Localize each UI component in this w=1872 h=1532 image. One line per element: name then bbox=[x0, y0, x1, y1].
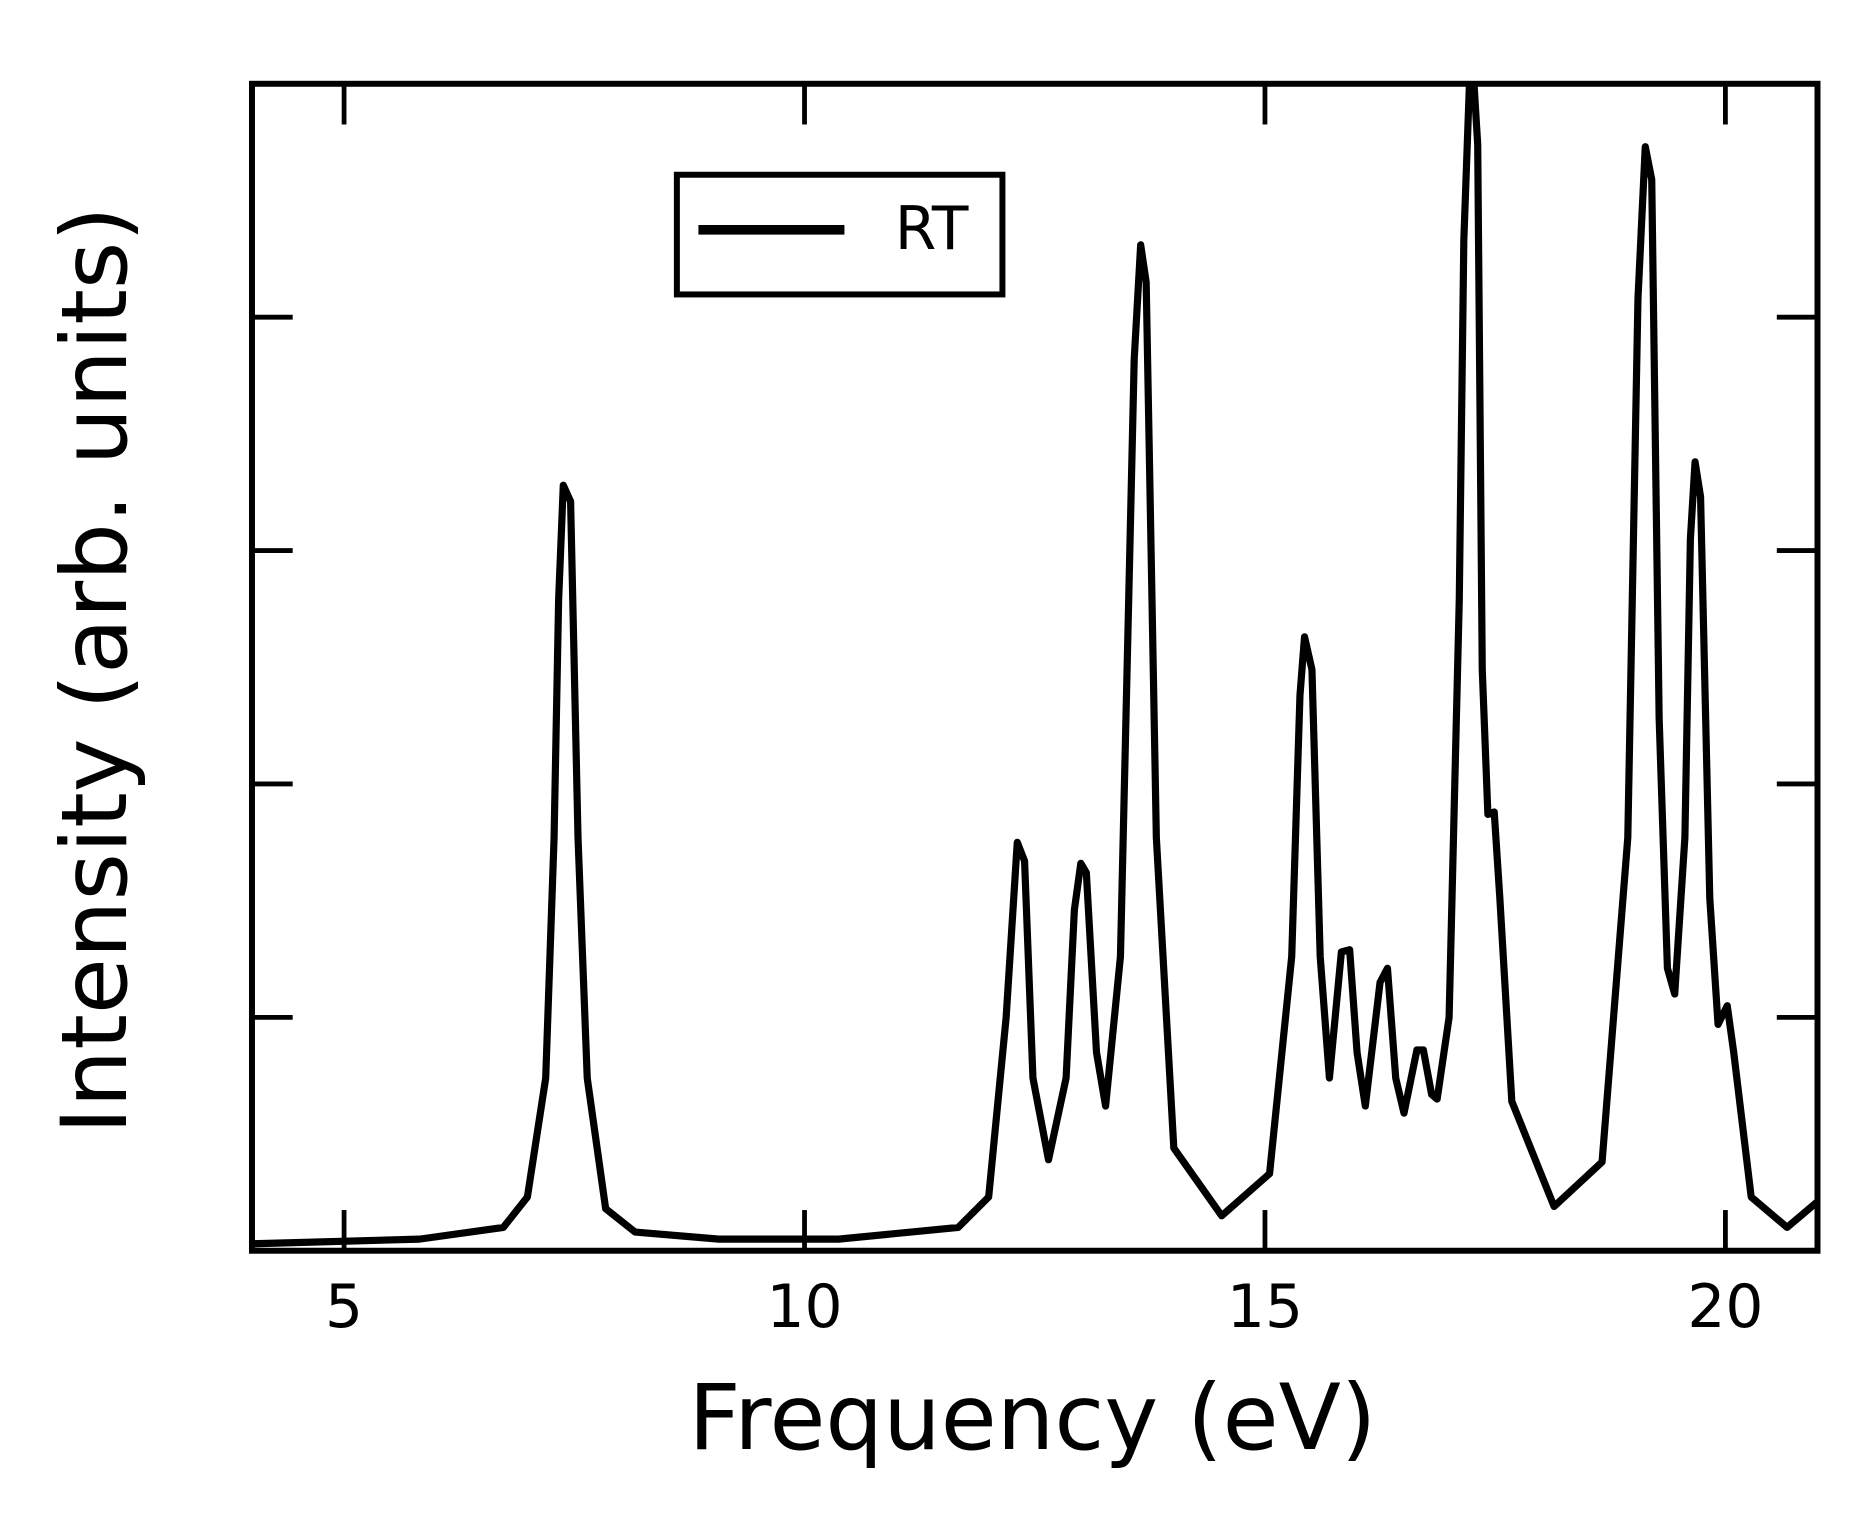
x-axis-label: Frequency (eV) bbox=[688, 1366, 1376, 1471]
x-tick-label: 20 bbox=[1687, 1272, 1763, 1342]
x-tick-label: 5 bbox=[325, 1272, 363, 1342]
plot-area bbox=[251, 83, 1818, 1248]
legend: RT bbox=[673, 171, 1006, 298]
y-axis-label: Intensity (arb. units) bbox=[43, 206, 148, 1134]
plot-frame bbox=[248, 80, 1821, 1254]
legend-label: RT bbox=[895, 194, 969, 264]
line-series bbox=[251, 83, 1818, 1248]
x-tick-label: 10 bbox=[766, 1272, 842, 1342]
x-tick-label: 15 bbox=[1227, 1272, 1303, 1342]
